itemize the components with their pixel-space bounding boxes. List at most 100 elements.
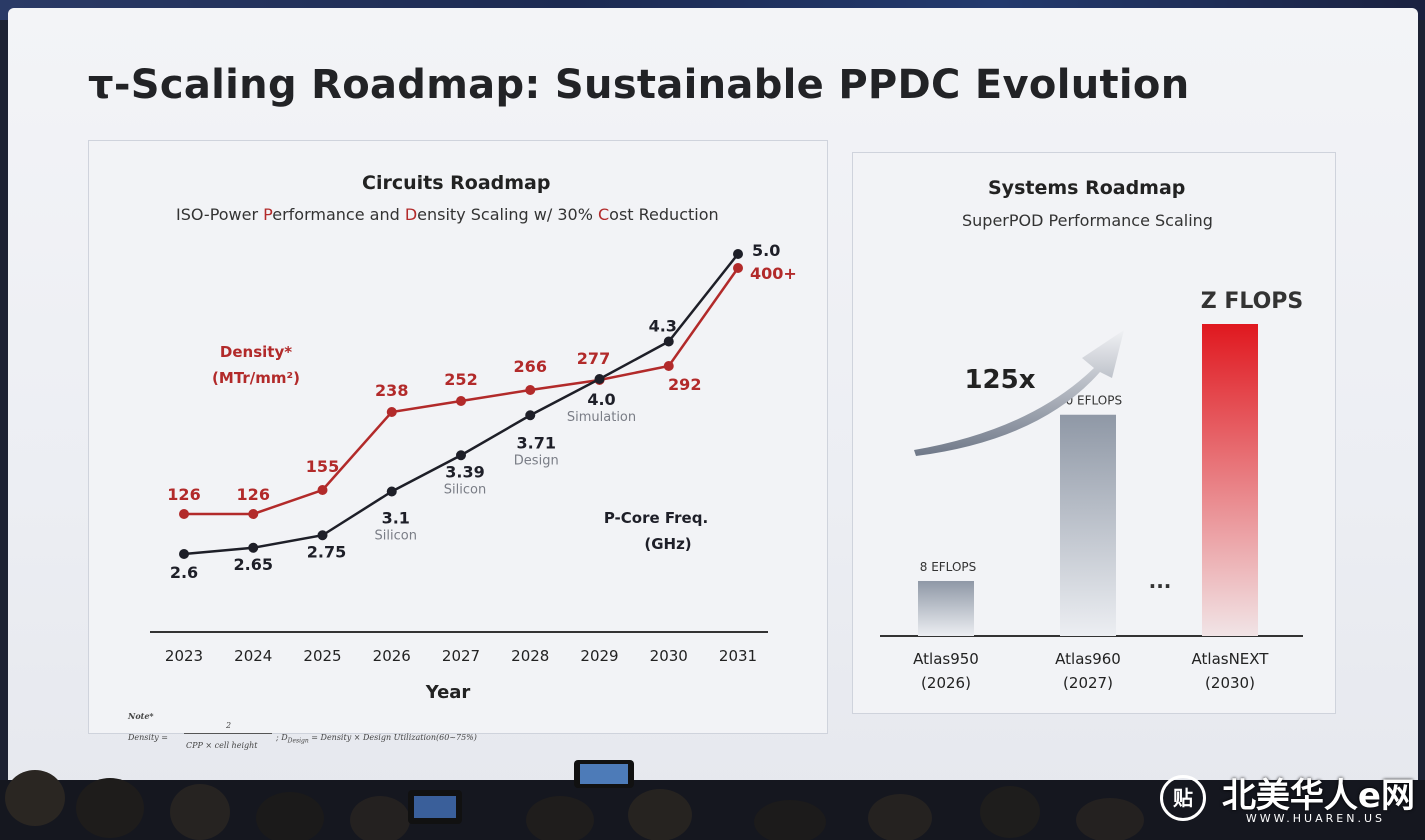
density-series-unit: (MTr/mm²) [212, 369, 300, 387]
frequency-data-label: 4.3 [649, 317, 677, 336]
x-tick-label: 2031 [719, 647, 757, 665]
frequency-data-label: 3.39 [445, 462, 484, 481]
note-rest2: = Density × Design Utilization(60~75%) [308, 733, 477, 742]
x-tick-label: 2025 [303, 647, 341, 665]
frequency-point [663, 336, 674, 347]
audience-head [170, 784, 230, 840]
systems-value-label: 60 EFLOPS [1058, 394, 1122, 408]
x-tick-label: 2030 [650, 647, 688, 665]
frequency-point [317, 530, 328, 541]
density-data-label: 277 [577, 349, 610, 368]
frequency-data-label: 2.65 [234, 555, 273, 574]
x-tick-label: 2027 [442, 647, 480, 665]
stage-label: Silicon [444, 482, 486, 497]
frequency-data-label: 4.0 [587, 390, 615, 409]
systems-category-label: (2030) [1205, 674, 1255, 692]
density-series-name: Density* [220, 343, 292, 361]
note-heading: Note* [128, 711, 154, 721]
systems-title: Systems Roadmap [988, 177, 1186, 199]
subtitle-part4: ost Reduction [609, 205, 719, 224]
circuits-subtitle: ISO-Power Performance and Density Scalin… [176, 205, 719, 224]
density-point [317, 485, 328, 495]
density-data-label: 126 [167, 485, 200, 504]
audience-head [980, 786, 1040, 838]
audience-phone-screen [580, 764, 628, 784]
audience-head [754, 800, 826, 840]
x-tick-label: 2024 [234, 647, 272, 665]
audience-foreground [0, 760, 1425, 840]
note-design-formula: ; DDesign = Density × Design Utilization… [276, 733, 477, 745]
frequency-point [386, 486, 397, 497]
circuits-title: Circuits Roadmap [362, 172, 551, 194]
systems-value-label: Z FLOPS [1201, 289, 1304, 314]
audience-head [868, 794, 932, 840]
x-tick-label: 2023 [165, 647, 203, 665]
audience-head [76, 778, 144, 838]
density-point [663, 361, 674, 371]
systems-category-label: Atlas960 [1055, 650, 1121, 668]
systems-bar [1202, 324, 1258, 636]
systems-category-label: (2026) [921, 674, 971, 692]
note-rest-sub: Design [287, 737, 309, 745]
note-density-lhs: Density = [128, 733, 168, 742]
density-point [456, 396, 466, 406]
stage-label: Silicon [375, 529, 417, 544]
audience-head [628, 789, 692, 840]
watermark-text: 北美华人e网 [1221, 776, 1415, 816]
subtitle-d-letter: D [404, 205, 418, 224]
density-data-label: 126 [237, 485, 270, 504]
frequency-series-name: P-Core Freq. [604, 509, 708, 527]
frequency-point [594, 374, 605, 384]
density-data-label: 238 [375, 381, 408, 400]
density-point [386, 407, 397, 417]
frequency-data-label: 2.6 [170, 563, 198, 582]
stage-label: Simulation [567, 410, 636, 425]
density-point [248, 509, 259, 519]
systems-bar [918, 581, 974, 636]
frequency-data-label: 3.71 [517, 433, 556, 452]
density-data-label: 252 [444, 370, 477, 389]
audience-head [350, 796, 410, 840]
note-fraction-numerator: 2 [226, 721, 232, 730]
note-fraction-denominator: CPP × cell height [186, 741, 258, 750]
density-data-label: 292 [668, 375, 701, 394]
slide-title: τ-Scaling Roadmap: Sustainable PPDC Evol… [88, 62, 1190, 108]
audience-head [526, 796, 594, 840]
systems-category-label: Atlas950 [913, 650, 979, 668]
systems-subtitle: SuperPOD Performance Scaling [962, 211, 1213, 230]
subtitle-part2: erformance and [272, 205, 405, 224]
growth-label: 125x [964, 365, 1035, 395]
density-point [525, 385, 536, 395]
subtitle-p-letter: P [263, 205, 273, 224]
x-tick-label: 2028 [511, 647, 549, 665]
stage-label: Design [514, 453, 559, 468]
watermark-url: WWW.HUAREN.US [1245, 812, 1385, 825]
audience-head [256, 792, 324, 840]
circuits-roadmap-panel [88, 140, 828, 734]
density-data-label: 155 [306, 457, 339, 476]
frequency-point [733, 249, 743, 259]
audience-head [5, 770, 65, 826]
systems-value-label: 8 EFLOPS [920, 560, 977, 574]
frequency-data-label: 2.75 [307, 542, 346, 561]
note-fraction-bar [184, 733, 272, 734]
density-data-label: 400+ [750, 264, 797, 283]
audience-phone-screen [414, 796, 456, 818]
systems-ellipsis: ... [1149, 569, 1172, 593]
frequency-series-unit: (GHz) [644, 535, 691, 553]
density-point [733, 263, 743, 273]
subtitle-part3: ensity Scaling w/ 30% [417, 205, 598, 224]
audience-head [1076, 798, 1144, 840]
subtitle-part1: ISO-Power [176, 205, 264, 224]
x-axis-title: Year [425, 682, 471, 703]
x-tick-label: 2026 [373, 647, 411, 665]
note-rest: ; D [276, 733, 288, 742]
frequency-point [456, 450, 466, 461]
frequency-point [525, 410, 536, 421]
frequency-data-label: 5.0 [752, 241, 780, 260]
watermark-badge-icon: 贴 [1160, 775, 1206, 821]
x-tick-label: 2029 [580, 647, 618, 665]
frequency-point [179, 549, 189, 559]
